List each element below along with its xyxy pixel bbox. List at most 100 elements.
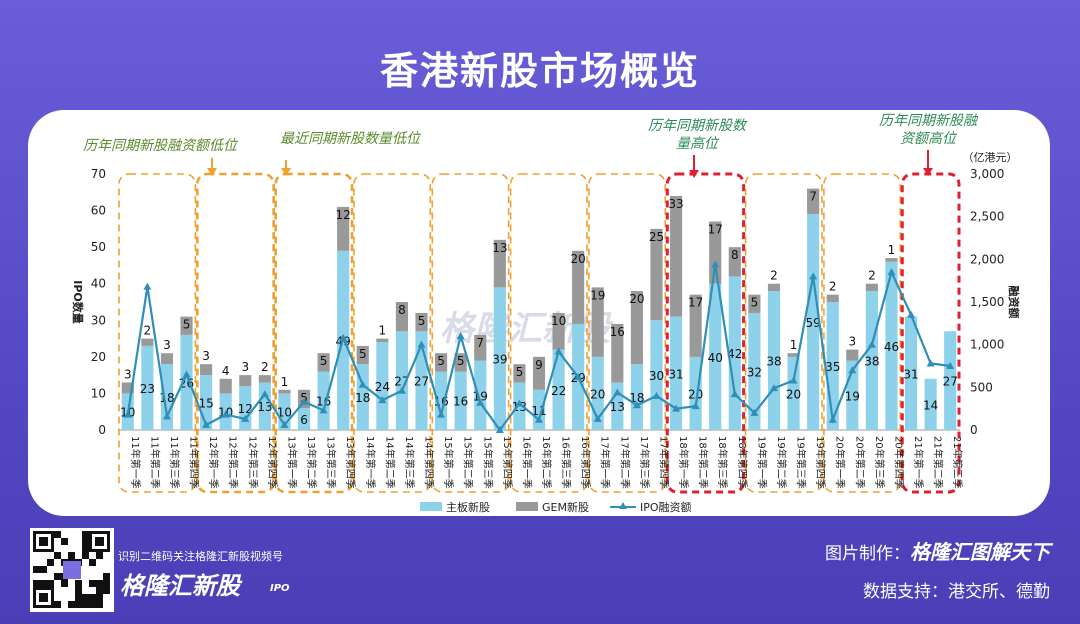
y-tick-label: 30 [91,313,106,327]
y-axis-label: IPO数量 [71,280,85,324]
ipo-amount-marker [397,386,406,394]
gem-value-label: 20 [571,252,586,266]
main-value-label: 20 [590,387,605,401]
legend-swatch-gem [516,502,538,511]
x-tick-label: 13年第二季 [305,436,318,489]
gem-bar [826,294,839,302]
main-board-bar [787,356,800,430]
gem-bar [258,375,271,383]
main-board-bar [944,331,957,430]
x-tick-label: 13年第四季 [344,436,357,489]
gem-value-label: 5 [320,354,328,368]
ipo-amount-marker [476,398,485,406]
main-value-label: 40 [708,351,723,365]
main-board-bar [552,349,565,430]
x-tick-label: 11年第三季 [168,436,181,489]
gem-bar [160,353,174,365]
main-value-label: 14 [923,398,938,412]
highlight-box [900,172,961,494]
y2-tick-label: 2,000 [970,252,1004,266]
brand-logo: 格隆汇新股 [120,572,240,600]
watermark: 格隆汇新股 [440,309,614,349]
gem-value-label: 17 [708,223,723,237]
gem-bar [767,283,781,292]
main-board-bar [807,214,820,430]
qr-module [82,552,89,559]
gem-value-label: 2 [868,269,876,283]
y-tick-label: 40 [91,277,106,291]
ipo-amount-marker [378,396,387,404]
x-tick-label: 20年第二季 [853,436,866,489]
main-value-label: 23 [140,382,155,396]
main-board-bar [904,316,918,430]
ipo-amount-marker [613,388,622,396]
gem-bar [454,353,467,372]
ipo-amount-marker [691,402,700,410]
qr-code[interactable] [30,528,114,612]
qr-module [61,538,68,545]
qr-module [89,601,96,608]
gem-value-label: 19 [590,288,605,302]
qr-module [103,573,110,580]
gem-value-label: 8 [398,303,406,317]
main-value-label: 38 [864,355,879,369]
qr-module [68,552,75,559]
main-value-label: 13 [610,400,625,414]
gem-value-label: 3 [241,360,249,374]
gem-value-label: 20 [629,292,644,306]
gem-value-label: 10 [551,314,566,328]
x-tick-label: 21年第二季 [932,436,945,489]
ipo-amount-marker [280,420,289,428]
ipo-amount-marker [867,340,876,348]
y2-tick-label: 3,000 [970,167,1004,181]
qr-module [89,594,96,601]
x-tick-label: 16年第一季 [520,436,533,489]
ipo-amount-marker [300,397,309,405]
y2-axis-label: 融资额 [1007,286,1021,319]
highlight-box [823,173,902,493]
main-board-bar [924,378,937,430]
gem-bar [591,287,604,357]
highlight-box [353,173,432,493]
qr-module [96,601,103,608]
legend-label-line: IPO融资额 [640,501,692,514]
x-tick-label: 11年第二季 [148,436,161,489]
gem-value-label: 7 [809,190,817,204]
main-value-label: 42 [727,347,742,361]
x-tick-label: 17年第一季 [599,436,612,489]
qr-module [82,538,89,545]
qr-module [96,594,103,601]
ipo-amount-marker [652,391,661,399]
ipo-amount-marker [241,414,250,422]
main-board-bar [728,276,741,430]
gem-value-label: 1 [379,324,387,338]
main-value-label: 6 [300,413,308,427]
qr-module [96,580,103,587]
qr-module [39,537,48,546]
gem-bar [395,302,409,332]
qr-module [103,580,110,587]
y-tick-label: 70 [91,167,106,181]
gem-bar [200,364,213,376]
ipo-amount-marker [789,376,798,384]
gem-value-label: 2 [261,360,269,374]
main-board-bar [454,371,467,430]
main-value-label: 39 [492,353,507,367]
y2-tick-label: 500 [970,380,993,394]
gem-bar [532,356,546,390]
gem-value-label: 1 [281,375,289,389]
x-tick-label: 15年第二季 [462,436,475,489]
gem-bar [474,334,487,361]
y2-tick-label: 1,500 [970,295,1004,309]
main-board-bar [669,316,683,430]
gem-bar [748,294,761,313]
page-title: 香港新股市场概览 [379,49,700,93]
qr-module [47,559,54,566]
ipo-amount-marker [202,420,211,428]
gem-value-label: 5 [751,296,759,310]
scan-hint: 识别二维码关注格隆汇新股视频号 [118,550,283,563]
x-tick-label: 11年第一季 [129,436,142,489]
main-value-label: 19 [845,389,860,403]
legend-label-main: 主板新股 [446,500,490,514]
